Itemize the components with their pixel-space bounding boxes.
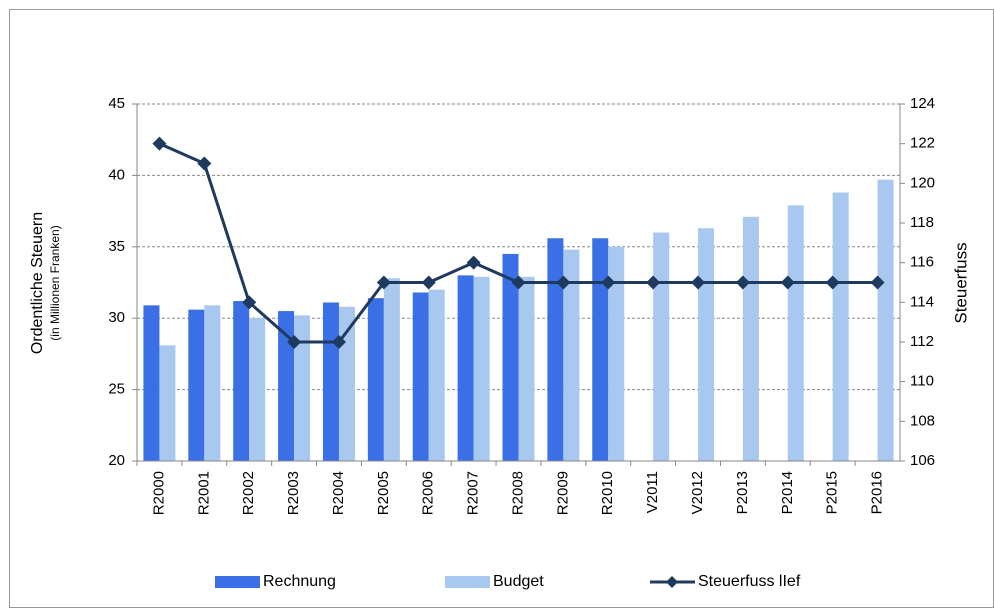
marker bbox=[556, 275, 571, 290]
x-tick-label: P2016 bbox=[869, 471, 886, 514]
y-axis-title: Ordentliche Steuern bbox=[29, 212, 46, 354]
y2-tick-label: 110 bbox=[910, 373, 934, 390]
marker bbox=[870, 275, 885, 290]
bar bbox=[159, 345, 176, 461]
marker bbox=[780, 275, 795, 290]
bar bbox=[383, 278, 400, 461]
x-tick-label: R2001 bbox=[195, 471, 212, 515]
x-tick-label: P2014 bbox=[779, 471, 796, 514]
bar bbox=[653, 232, 670, 461]
x-tick-label: V2011 bbox=[644, 471, 661, 513]
y2-tick-label: 112 bbox=[910, 333, 934, 350]
y-tick-label: 30 bbox=[108, 309, 125, 326]
marker bbox=[376, 275, 391, 290]
x-tick-label: R2003 bbox=[285, 471, 302, 515]
y2-tick-label: 120 bbox=[910, 174, 935, 191]
y2-axis-title: Steuerfuss bbox=[951, 242, 970, 323]
y2-tick-label: 116 bbox=[910, 254, 934, 271]
y2-tick-label: 122 bbox=[910, 135, 935, 152]
marker bbox=[242, 295, 257, 310]
y2-tick-label: 114 bbox=[910, 293, 934, 310]
bar bbox=[457, 275, 474, 461]
x-tick-label: R2007 bbox=[465, 471, 482, 515]
x-tick-label: R2005 bbox=[375, 471, 392, 515]
y2-tick-label: 106 bbox=[910, 452, 935, 469]
y-tick-label: 40 bbox=[108, 166, 125, 183]
bar bbox=[233, 301, 250, 461]
x-tick-label: R2006 bbox=[420, 471, 437, 515]
bar bbox=[249, 318, 266, 461]
y-axis-subtitle: (in Millionen Franken) bbox=[48, 225, 62, 340]
marker bbox=[511, 275, 526, 290]
y2-tick-label: 118 bbox=[910, 214, 934, 231]
legend-label: Rechnung bbox=[263, 573, 336, 590]
legend-label: Budget bbox=[493, 573, 544, 590]
marker bbox=[691, 275, 706, 290]
y-tick-label: 20 bbox=[108, 452, 125, 469]
marker bbox=[421, 275, 436, 290]
x-tick-label: P2013 bbox=[734, 471, 751, 514]
bar bbox=[428, 289, 445, 461]
bar bbox=[698, 228, 715, 461]
bar bbox=[742, 216, 759, 461]
bar bbox=[563, 249, 580, 461]
bar bbox=[294, 315, 311, 461]
bar bbox=[188, 309, 205, 461]
marker bbox=[601, 275, 616, 290]
bar bbox=[473, 276, 490, 461]
marker bbox=[466, 255, 481, 270]
bar bbox=[787, 205, 804, 461]
x-tick-label: P2015 bbox=[824, 471, 841, 514]
legend-swatch bbox=[666, 576, 678, 588]
marker bbox=[331, 335, 346, 349]
bar bbox=[143, 305, 160, 461]
x-tick-label: R2002 bbox=[240, 471, 257, 515]
bar bbox=[502, 253, 519, 461]
x-tick-label: V2012 bbox=[689, 471, 706, 514]
x-tick-label: R2004 bbox=[330, 471, 347, 515]
legend-label: Steuerfuss lIef bbox=[698, 573, 801, 590]
bar bbox=[877, 179, 894, 461]
marker bbox=[735, 275, 750, 290]
legend-swatch bbox=[445, 576, 490, 588]
bar bbox=[608, 246, 625, 461]
marker bbox=[646, 275, 661, 290]
bar bbox=[592, 238, 609, 461]
x-tick-label: R2000 bbox=[150, 471, 167, 515]
y-tick-label: 35 bbox=[108, 238, 125, 255]
bar bbox=[338, 306, 355, 461]
y2-tick-label: 124 bbox=[910, 95, 935, 112]
bar bbox=[322, 302, 339, 461]
bar bbox=[518, 276, 535, 461]
bar bbox=[278, 311, 295, 461]
marker bbox=[825, 275, 840, 290]
bar bbox=[412, 292, 429, 461]
bar bbox=[547, 238, 564, 461]
bar bbox=[367, 298, 384, 461]
marker bbox=[197, 156, 212, 171]
y2-tick-label: 108 bbox=[910, 412, 935, 429]
legend-swatch bbox=[215, 576, 260, 588]
x-tick-label: R2010 bbox=[599, 471, 616, 515]
x-tick-label: R2008 bbox=[509, 471, 526, 515]
bar bbox=[832, 192, 849, 461]
y-tick-label: 45 bbox=[108, 95, 125, 112]
marker bbox=[287, 335, 302, 349]
x-tick-label: R2009 bbox=[554, 471, 571, 515]
y-tick-label: 25 bbox=[108, 381, 125, 398]
bar bbox=[204, 305, 221, 461]
marker bbox=[152, 136, 167, 151]
